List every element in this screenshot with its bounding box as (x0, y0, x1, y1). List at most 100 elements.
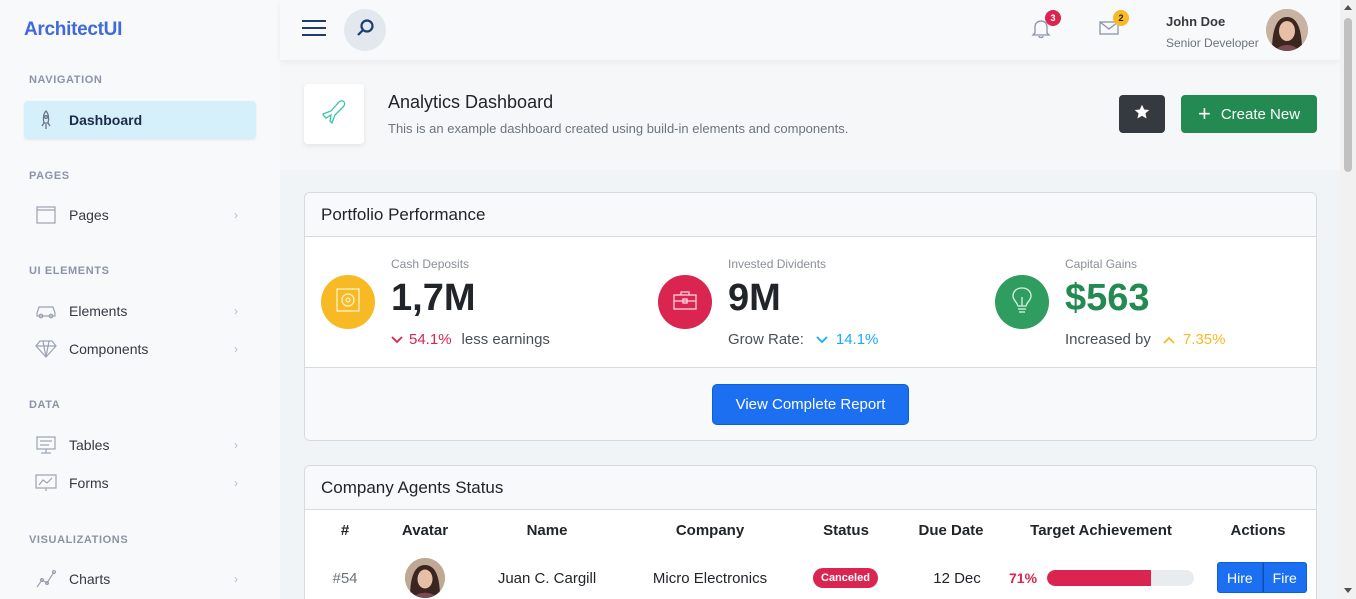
metric-trend: Increased by 7.35% (1065, 331, 1225, 348)
metric-trend-prefix: Grow Rate: (728, 331, 804, 348)
car-icon (35, 300, 57, 322)
sidebar-item-tables[interactable]: Tables › (24, 426, 256, 464)
hire-button[interactable]: Hire (1217, 562, 1263, 593)
nav-section-visualizations: VISUALIZATIONS (29, 534, 129, 546)
logo-bar: ArchitectUI (0, 0, 280, 60)
metric-value: $563 (1065, 277, 1150, 319)
messages-button[interactable]: 2 (1097, 10, 1129, 42)
column-header: Company (675, 522, 745, 539)
create-new-label: Create New (1220, 105, 1301, 123)
create-new-button[interactable]: + Create New (1181, 95, 1317, 133)
sidebar-item-elements[interactable]: Elements › (24, 292, 256, 330)
target-percent: 71% (1009, 570, 1038, 586)
chevron-right-icon: › (234, 572, 238, 586)
nav-section-navigation: NAVIGATION (29, 74, 103, 86)
row-name: Juan C. Cargill (497, 570, 597, 587)
column-header: Avatar (401, 522, 449, 539)
status-badge: Canceled (813, 568, 878, 588)
nav-section-pages: PAGES (29, 170, 70, 182)
metric-trend-pct: 14.1% (835, 331, 879, 348)
chevron-right-icon: › (234, 476, 238, 490)
chevron-right-icon: › (234, 208, 238, 222)
scroll-down-arrow[interactable] (1344, 588, 1352, 593)
bell-icon (1030, 17, 1052, 44)
metric-trend: 54.1% less earnings (391, 331, 550, 348)
company-agents-card: Company Agents Status # Avatar Name Comp… (304, 465, 1317, 599)
column-header: Due Date (918, 522, 984, 539)
sidebar-item-label: Charts (69, 571, 111, 587)
row-actions: Hire Fire (1217, 562, 1307, 593)
sidebar: ArchitectUI NAVIGATION Dashboard PAGES P… (0, 0, 280, 599)
app-logo[interactable]: ArchitectUI (24, 19, 123, 40)
row-due-date: 12 Dec (933, 570, 981, 587)
column-header: Actions (1230, 522, 1286, 539)
briefcase-icon (672, 288, 698, 317)
lightbulb-icon (1011, 286, 1033, 319)
sidebar-item-label: Dashboard (69, 112, 143, 128)
metric-circle (658, 275, 712, 329)
star-icon (1134, 104, 1150, 125)
user-role: Senior Developer (1166, 36, 1259, 50)
search-button[interactable] (344, 9, 386, 51)
chevron-right-icon: › (234, 438, 238, 452)
metrics-row: Cash Deposits 1,7M 54.1% less earnings I… (305, 237, 1316, 367)
nav-section-ui-elements: UI ELEMENTS (29, 265, 110, 277)
row-company: Micro Electronics (652, 570, 768, 587)
page-title: Analytics Dashboard (388, 92, 554, 112)
sidebar-item-dashboard[interactable]: Dashboard (24, 101, 256, 139)
top-header: 3 2 John Doe Senior Developer (280, 0, 1340, 60)
avatar (405, 558, 445, 598)
rocket-icon (35, 109, 57, 131)
display-icon (35, 434, 57, 456)
sidebar-item-charts[interactable]: Charts › (24, 560, 256, 598)
plus-icon: + (1197, 101, 1211, 126)
metric-label: Cash Deposits (391, 257, 470, 271)
metric-value: 9M (728, 277, 781, 319)
column-header: Name (526, 522, 568, 539)
sidebar-item-pages[interactable]: Pages › (24, 196, 256, 234)
metric-trend-pct: 54.1% (409, 331, 452, 348)
sidebar-item-label: Elements (69, 303, 128, 319)
avatar[interactable] (1266, 9, 1308, 51)
chevron-right-icon: › (234, 342, 238, 356)
fire-button[interactable]: Fire (1262, 562, 1307, 593)
menu-toggle-button[interactable] (302, 20, 326, 38)
page-title-area: Analytics Dashboard This is an example d… (280, 60, 1340, 170)
chevron-right-icon: › (234, 304, 238, 318)
view-report-button[interactable]: View Complete Report (712, 384, 909, 425)
notifications-badge: 3 (1045, 10, 1061, 26)
graph-icon (35, 568, 57, 590)
target-progress-bar (1047, 570, 1194, 586)
card-title: Company Agents Status (305, 466, 1316, 510)
page-scrollbar[interactable] (1340, 0, 1356, 599)
airplane-icon (319, 97, 349, 132)
metric-trend-prefix: Increased by (1065, 331, 1151, 348)
sidebar-item-label: Pages (69, 207, 109, 223)
metric-trend: Grow Rate: 14.1% (728, 331, 878, 348)
page-title-icon-box (304, 84, 364, 144)
metric-label: Capital Gains (1065, 257, 1138, 271)
column-header: Target Achievement (1030, 522, 1172, 539)
row-id: #54 (332, 570, 358, 587)
chevron-up-icon (1163, 331, 1175, 348)
user-name[interactable]: John Doe (1166, 14, 1226, 29)
target-progress-fill (1047, 570, 1152, 586)
nav-section-data: DATA (29, 399, 61, 411)
sidebar-item-label: Forms (69, 475, 109, 491)
scroll-up-arrow[interactable] (1344, 5, 1352, 10)
chevron-down-icon (391, 332, 403, 347)
metric-circle (995, 275, 1049, 329)
sidebar-item-label: Components (69, 341, 149, 357)
column-header: # (340, 522, 350, 539)
notifications-button[interactable]: 3 (1029, 10, 1061, 44)
favorite-button[interactable] (1119, 95, 1165, 133)
sidebar-item-components[interactable]: Components › (24, 330, 256, 368)
metric-value: 1,7M (391, 277, 476, 319)
sidebar-item-label: Tables (69, 437, 110, 453)
scroll-thumb[interactable] (1344, 18, 1352, 172)
messages-badge: 2 (1113, 10, 1129, 26)
card-title: Portfolio Performance (305, 193, 1316, 237)
metric-trend-text: less earnings (461, 331, 550, 348)
sidebar-item-forms[interactable]: Forms › (24, 464, 256, 502)
metric-label: Invested Dividents (728, 257, 827, 271)
